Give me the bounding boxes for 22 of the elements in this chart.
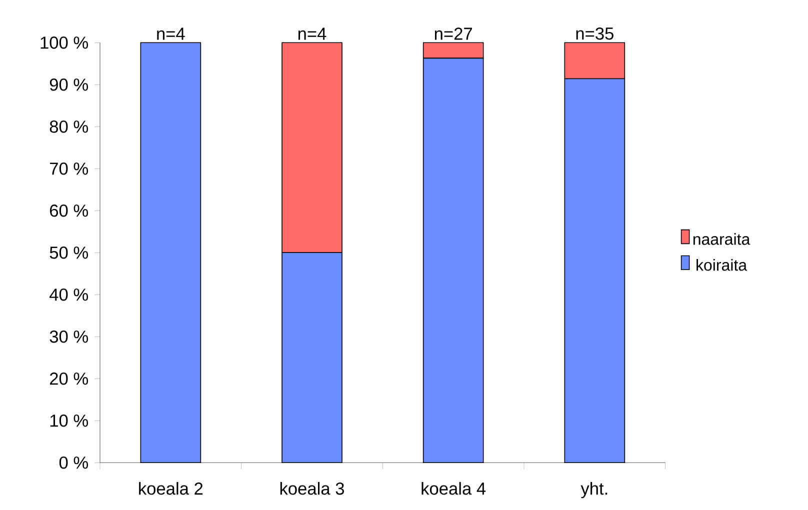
y-tick-label: 50 %: [50, 246, 88, 259]
annotation: n=4: [298, 28, 326, 40]
x-tick-label: koeala 4: [422, 482, 486, 495]
annotation: n=4: [157, 28, 185, 40]
y-tick-label: 80 %: [50, 120, 88, 133]
y-tick-label: 100 %: [40, 36, 88, 49]
x-tick-label: koeala 2: [139, 482, 203, 495]
y-tick-label: 10 %: [50, 414, 88, 427]
x-tick-label: yht.: [580, 482, 608, 498]
bar: [140, 42, 202, 464]
x-tick-label: koeala 3: [280, 482, 344, 495]
annotation: n=35: [576, 27, 614, 40]
legend-label: koiraita: [696, 259, 748, 271]
y-tick-label: 20 %: [50, 372, 88, 385]
legend-label: naaraita: [693, 233, 750, 245]
y-tick-label: 70 %: [50, 162, 88, 175]
y-tick-label: 90 %: [50, 78, 88, 91]
annotation: n=27: [434, 28, 472, 40]
y-tick-label: 0 %: [59, 456, 88, 469]
y-tick-label: 30 %: [50, 330, 88, 343]
y-tick-label: 60 %: [50, 204, 88, 217]
y-tick-label: 40 %: [50, 288, 88, 301]
